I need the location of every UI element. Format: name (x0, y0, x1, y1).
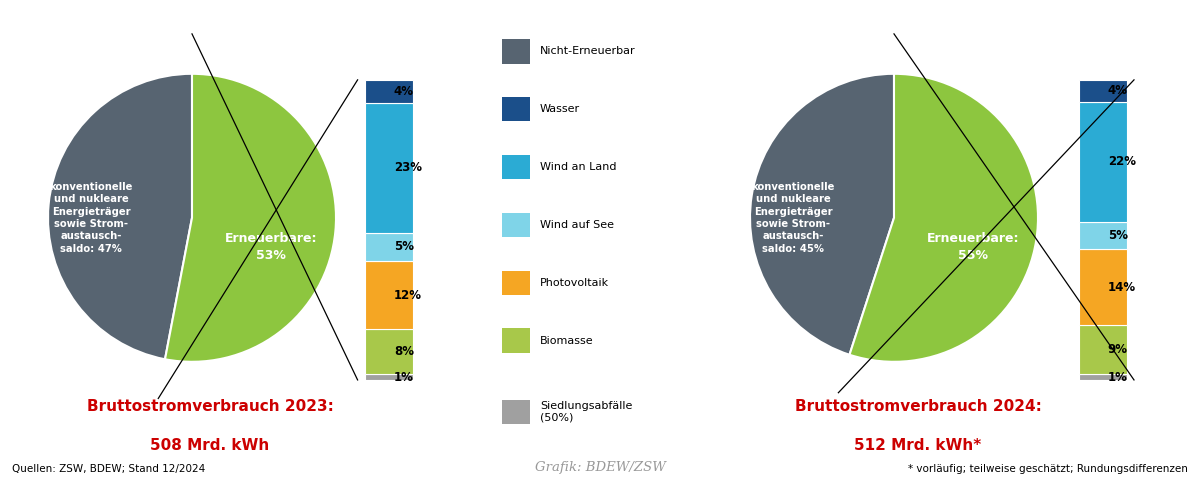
FancyBboxPatch shape (503, 39, 529, 63)
Text: 8%: 8% (394, 345, 414, 358)
Text: 4%: 4% (1108, 84, 1128, 97)
Bar (1079, 80, 1127, 102)
Wedge shape (750, 74, 894, 355)
Bar (1079, 222, 1127, 249)
Bar (365, 233, 413, 261)
Text: 14%: 14% (1108, 281, 1136, 294)
FancyBboxPatch shape (503, 155, 529, 179)
Text: Wasser: Wasser (540, 104, 580, 114)
FancyBboxPatch shape (503, 212, 529, 237)
Text: Bruttostromverbrauch 2024:: Bruttostromverbrauch 2024: (794, 399, 1042, 414)
FancyBboxPatch shape (503, 329, 529, 353)
Bar (1079, 102, 1127, 222)
Wedge shape (166, 74, 336, 362)
Bar (1079, 249, 1127, 325)
Text: Nicht-Erneuerbar: Nicht-Erneuerbar (540, 46, 636, 56)
Text: 508 Mrd. kWh: 508 Mrd. kWh (150, 438, 270, 453)
Text: Wind an Land: Wind an Land (540, 162, 617, 172)
Text: Photovoltaik: Photovoltaik (540, 278, 610, 288)
Bar (365, 261, 413, 329)
Text: konventionelle
und nukleare
Energieträger
sowie Strom-
austausch-
saldo: 47%: konventionelle und nukleare Energieträge… (49, 182, 133, 254)
Text: Grafik: BDEW/ZSW: Grafik: BDEW/ZSW (534, 461, 666, 474)
Text: Bruttostromverbrauch 2023:: Bruttostromverbrauch 2023: (86, 399, 334, 414)
Text: 1%: 1% (394, 371, 414, 384)
Text: konventionelle
und nukleare
Energieträger
sowie Strom-
austausch-
saldo: 45%: konventionelle und nukleare Energieträge… (751, 182, 835, 254)
Text: 23%: 23% (394, 161, 421, 174)
Wedge shape (850, 74, 1038, 362)
Bar (1079, 325, 1127, 375)
Text: 22%: 22% (1108, 155, 1135, 168)
Text: 12%: 12% (394, 288, 421, 302)
Text: * vorläufig; teilweise geschätzt; Rundungsdifferenzen: * vorläufig; teilweise geschätzt; Rundun… (908, 464, 1188, 474)
Bar (365, 103, 413, 233)
Text: Wind auf See: Wind auf See (540, 220, 614, 230)
Text: Erneuerbare:
55%: Erneuerbare: 55% (926, 232, 1020, 261)
Text: 5%: 5% (394, 241, 414, 254)
FancyBboxPatch shape (503, 97, 529, 121)
Text: Erneuerbare:
53%: Erneuerbare: 53% (224, 232, 318, 261)
Text: 4%: 4% (394, 85, 414, 98)
Wedge shape (48, 74, 192, 359)
Bar (365, 374, 413, 380)
Bar (365, 329, 413, 374)
Text: 9%: 9% (1108, 344, 1128, 356)
Text: 512 Mrd. kWh*: 512 Mrd. kWh* (854, 438, 982, 453)
FancyBboxPatch shape (503, 271, 529, 295)
Text: Siedlungsabfälle
(50%): Siedlungsabfälle (50%) (540, 401, 632, 423)
Bar (365, 80, 413, 103)
Bar (1079, 375, 1127, 380)
Text: 1%: 1% (1108, 371, 1128, 384)
Text: 5%: 5% (1108, 229, 1128, 242)
FancyBboxPatch shape (503, 400, 529, 424)
Text: Quellen: ZSW, BDEW; Stand 12/2024: Quellen: ZSW, BDEW; Stand 12/2024 (12, 464, 205, 474)
Text: Biomasse: Biomasse (540, 336, 594, 346)
